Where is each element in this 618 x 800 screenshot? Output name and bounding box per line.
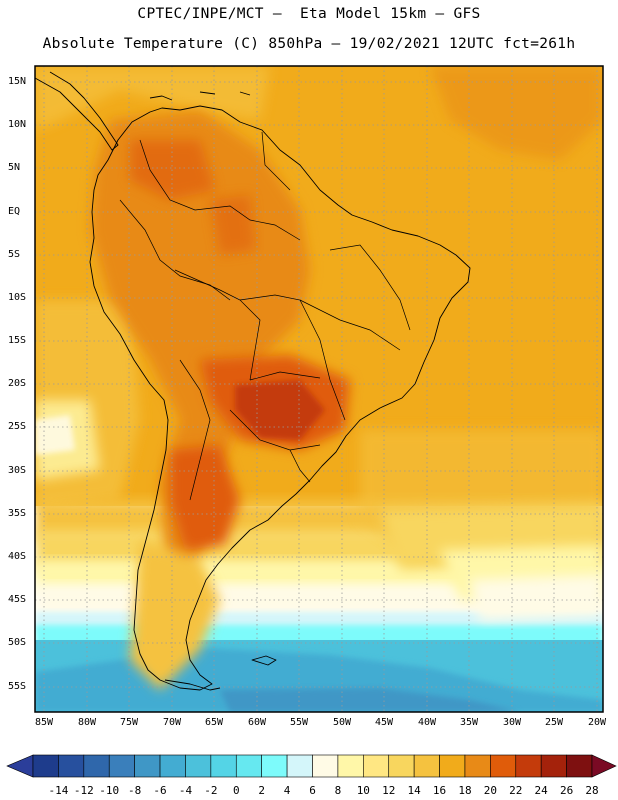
lat-label-50s: 50S bbox=[8, 637, 27, 648]
colorbar-label: 10 bbox=[356, 784, 370, 797]
lat-label-35s: 35S bbox=[8, 508, 27, 519]
title-line-2: Absolute Temperature (C) 850hPa – 19/02/… bbox=[42, 36, 576, 52]
colorbar-over-arrow bbox=[591, 754, 617, 778]
tierra-del-fuego bbox=[164, 679, 221, 691]
lat-label-55s: 55S bbox=[8, 681, 27, 692]
lon-label-45w: 45W bbox=[374, 717, 394, 728]
colorbar-swatch bbox=[312, 754, 339, 778]
colorbar-label: 2 bbox=[258, 784, 265, 797]
colorbar-label: 18 bbox=[458, 784, 472, 797]
colorbar-label: 26 bbox=[559, 784, 574, 797]
map-frame bbox=[34, 65, 604, 713]
coastlines bbox=[35, 71, 471, 691]
colorbar-label: 22 bbox=[509, 784, 523, 797]
south-america-outline bbox=[89, 105, 471, 691]
lon-label-65w: 65W bbox=[204, 717, 224, 728]
lon-label-25w: 25W bbox=[544, 717, 564, 728]
central-america bbox=[35, 71, 119, 151]
lon-label-35w: 35W bbox=[459, 717, 479, 728]
lat-label-40s: 40S bbox=[8, 551, 27, 562]
lat-label-20s: 20S bbox=[8, 378, 27, 389]
colorbar-swatch bbox=[490, 754, 517, 778]
colorbar-label: -8 bbox=[128, 784, 142, 797]
lat-label-eq: EQ bbox=[8, 206, 21, 217]
colorbar-swatch bbox=[540, 754, 567, 778]
colorbar-label: 28 bbox=[585, 784, 599, 797]
colorbar-label: 4 bbox=[283, 784, 291, 797]
lat-label-5n: 5N bbox=[8, 162, 21, 173]
lon-label-85w: 85W bbox=[34, 717, 54, 728]
colorbar-label: 20 bbox=[483, 784, 497, 797]
colorbar-swatch bbox=[337, 754, 364, 778]
lat-label-15s: 15S bbox=[8, 335, 27, 346]
lat-label-30s: 30S bbox=[8, 465, 27, 476]
falklands bbox=[251, 655, 277, 666]
lon-label-55w: 55W bbox=[289, 717, 309, 728]
caribbean-islands bbox=[149, 91, 251, 101]
lat-label-10n: 10N bbox=[8, 119, 27, 130]
lat-label-15n: 15N bbox=[8, 76, 27, 87]
colorbar-swatch bbox=[363, 754, 390, 778]
colorbar-swatch bbox=[261, 754, 288, 778]
lon-label-75w: 75W bbox=[119, 717, 139, 728]
colorbar-under-arrow bbox=[6, 754, 34, 778]
colorbar-swatch bbox=[185, 754, 212, 778]
colorbar-label: 14 bbox=[407, 784, 421, 797]
title-line-1: CPTEC/INPE/MCT – Eta Model 15km – GFS bbox=[137, 6, 481, 22]
colorbar-swatch bbox=[83, 754, 110, 778]
graticule bbox=[35, 66, 603, 712]
lat-label-10s: 10S bbox=[8, 292, 27, 303]
colorbar-swatch bbox=[159, 754, 186, 778]
colorbar-swatch bbox=[388, 754, 415, 778]
lon-label-60w: 60W bbox=[247, 717, 267, 728]
colorbar-swatch bbox=[566, 754, 593, 778]
lon-label-20w: 20W bbox=[587, 717, 607, 728]
colorbar-label: -2 bbox=[204, 784, 218, 797]
lat-label-25s: 25S bbox=[8, 421, 27, 432]
lon-label-40w: 40W bbox=[417, 717, 437, 728]
temperature-field bbox=[35, 66, 603, 712]
lon-label-80w: 80W bbox=[77, 717, 97, 728]
colorbar-label: 8 bbox=[334, 784, 342, 797]
colorbar-swatch bbox=[134, 754, 161, 778]
colorbar bbox=[6, 754, 617, 778]
colorbar-label: -10 bbox=[99, 784, 120, 797]
colorbar-label: 12 bbox=[382, 784, 396, 797]
lon-label-70w: 70W bbox=[162, 717, 182, 728]
lon-label-50w: 50W bbox=[332, 717, 352, 728]
colorbar-swatch bbox=[58, 754, 85, 778]
colorbar-swatch bbox=[235, 754, 262, 778]
colorbar-swatch bbox=[210, 754, 237, 778]
colorbar-label: 24 bbox=[534, 784, 548, 797]
colorbar-label: -4 bbox=[178, 784, 193, 797]
colorbar-swatch bbox=[464, 754, 491, 778]
lon-label-30w: 30W bbox=[502, 717, 522, 728]
colorbar-swatch bbox=[108, 754, 135, 778]
colorbar-swatch bbox=[439, 754, 466, 778]
colorbar-label: 16 bbox=[432, 784, 447, 797]
colorbar-label: 0 bbox=[232, 784, 240, 797]
colorbar-swatch bbox=[32, 754, 59, 778]
country-borders bbox=[119, 131, 411, 501]
colorbar-label: 6 bbox=[309, 784, 316, 797]
colorbar-swatch bbox=[515, 754, 542, 778]
lat-label-5s: 5S bbox=[8, 249, 21, 260]
colorbar-swatch bbox=[413, 754, 440, 778]
colorbar-swatch bbox=[286, 754, 313, 778]
colorbar-label: -12 bbox=[73, 784, 94, 797]
lat-label-45s: 45S bbox=[8, 594, 27, 605]
colorbar-label: -6 bbox=[153, 784, 167, 797]
colorbar-label: -14 bbox=[48, 784, 69, 797]
